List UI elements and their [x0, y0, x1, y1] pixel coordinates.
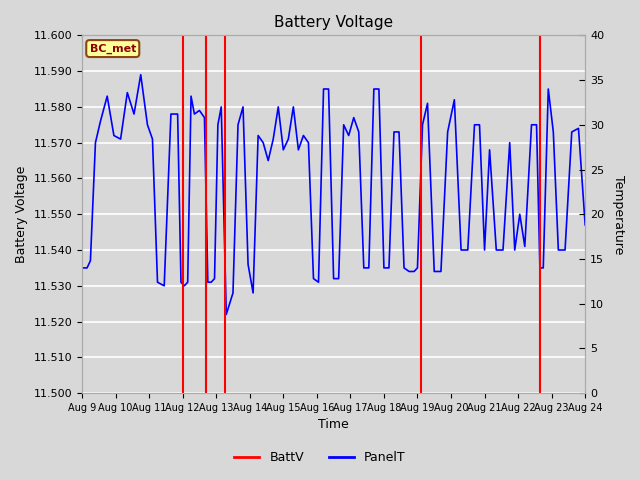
Y-axis label: Temperature: Temperature	[612, 175, 625, 254]
Legend: BattV, PanelT: BattV, PanelT	[229, 446, 411, 469]
Y-axis label: Battery Voltage: Battery Voltage	[15, 166, 28, 263]
Title: Battery Voltage: Battery Voltage	[274, 15, 393, 30]
Text: BC_met: BC_met	[90, 43, 136, 54]
X-axis label: Time: Time	[318, 419, 349, 432]
